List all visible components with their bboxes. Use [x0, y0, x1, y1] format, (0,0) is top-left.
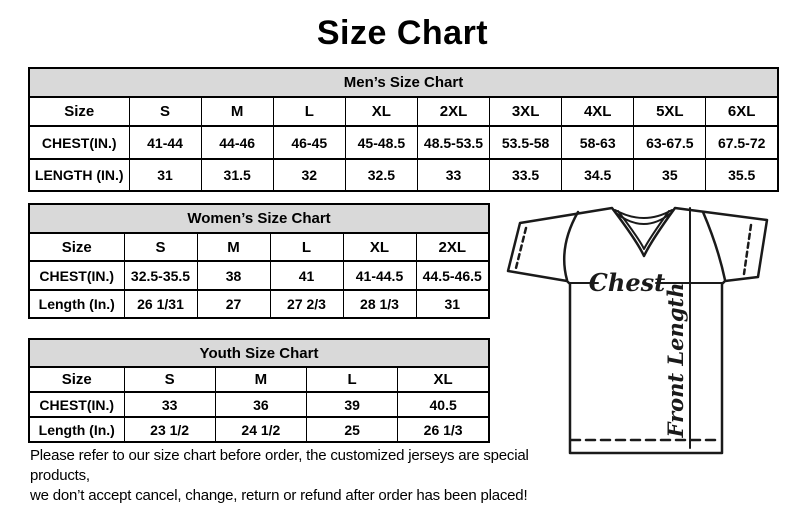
mens-size-chart-table: Men’s Size Chart Size S M L XL 2XL 3XL 4… [28, 67, 779, 192]
youth-size-chart-table: Youth Size Chart Size S M L XL CHEST(IN.… [28, 338, 490, 443]
length-value-cell: 25 [305, 416, 399, 443]
shirt-measurement-diagram: Chest Front Length [506, 206, 769, 455]
table-row: Size S M L XL [28, 366, 490, 393]
length-value-cell: 31 [128, 158, 202, 192]
table-row: LENGTH (IN.) 31 31.5 32 32.5 33 33.5 34.… [28, 158, 779, 192]
chest-value-cell: 36 [214, 391, 308, 418]
chest-row-label: CHEST(IN.) [28, 391, 125, 418]
table-row: Size S M L XL 2XL [28, 232, 490, 262]
chest-value-cell: 45-48.5 [344, 125, 418, 160]
size-header-cell: 6XL [705, 96, 779, 127]
length-value-cell: 35 [633, 158, 707, 192]
chest-value-cell: 63-67.5 [633, 125, 707, 160]
chest-value-cell: 41 [269, 260, 344, 291]
womens-size-chart-table: Women’s Size Chart Size S M L XL 2XL CHE… [28, 203, 490, 319]
size-header-cell: 5XL [633, 96, 707, 127]
size-header-cell: XL [344, 96, 418, 127]
chest-value-cell: 44.5-46.5 [415, 260, 490, 291]
size-header-cell: S [123, 366, 216, 393]
length-value-cell: 27 2/3 [269, 289, 344, 319]
womens-chart-title: Women’s Size Chart [28, 203, 490, 234]
table-row: Men’s Size Chart [28, 67, 779, 98]
chest-row-label: CHEST(IN.) [28, 260, 125, 291]
size-header-cell: 2XL [416, 96, 491, 127]
size-header-cell: M [200, 96, 274, 127]
shirt-outline [506, 206, 769, 455]
front-length-label: Front Length [663, 283, 688, 439]
table-row: Length (In.) 23 1/2 24 1/2 25 26 1/3 [28, 416, 490, 443]
chest-value-cell: 53.5-58 [489, 125, 563, 160]
size-header-cell: Size [28, 366, 125, 393]
chest-value-cell: 40.5 [397, 391, 490, 418]
chest-value-cell: 33 [123, 391, 216, 418]
chest-label: Chest [589, 268, 665, 297]
size-header-cell: M [196, 232, 271, 262]
size-header-cell: 2XL [415, 232, 490, 262]
chest-row-label: CHEST(IN.) [28, 125, 130, 160]
size-header-cell: Size [28, 96, 130, 127]
length-value-cell: 31 [415, 289, 490, 319]
length-row-label: Length (In.) [28, 289, 125, 319]
size-header-cell: L [269, 232, 344, 262]
youth-chart-title: Youth Size Chart [28, 338, 490, 368]
page-title: Size Chart [316, 14, 489, 52]
table-row: CHEST(IN.) 32.5-35.5 38 41 41-44.5 44.5-… [28, 260, 490, 291]
table-row: CHEST(IN.) 33 36 39 40.5 [28, 391, 490, 418]
table-row: Women’s Size Chart [28, 203, 490, 234]
left-armhole-seam [562, 210, 580, 282]
chest-value-cell: 38 [196, 260, 271, 291]
size-header-cell: M [214, 366, 308, 393]
chest-value-cell: 39 [305, 391, 399, 418]
size-header-cell: XL [397, 366, 490, 393]
length-value-cell: 34.5 [561, 158, 635, 192]
footer-line: Please refer to our size chart before or… [30, 447, 529, 484]
size-header-cell: XL [342, 232, 417, 262]
left-cuff-stitch [514, 226, 528, 270]
collar-inner-vee [617, 210, 670, 250]
size-header-cell: L [305, 366, 399, 393]
table-row: Length (In.) 26 1/31 27 27 2/3 28 1/3 31 [28, 289, 490, 319]
size-header-cell: Size [28, 232, 125, 262]
size-header-cell: 3XL [489, 96, 563, 127]
length-value-cell: 33 [416, 158, 491, 192]
length-value-cell: 32 [272, 158, 346, 192]
size-header-cell: L [272, 96, 346, 127]
chest-value-cell: 48.5-53.5 [416, 125, 491, 160]
length-value-cell: 24 1/2 [214, 416, 308, 443]
chest-value-cell: 41-44 [128, 125, 202, 160]
length-value-cell: 32.5 [344, 158, 418, 192]
length-row-label: LENGTH (IN.) [28, 158, 130, 192]
footer-note: Please refer to our size chart before or… [30, 446, 560, 506]
size-header-cell: 4XL [561, 96, 635, 127]
chest-value-cell: 41-44.5 [342, 260, 417, 291]
length-value-cell: 35.5 [705, 158, 779, 192]
chest-value-cell: 44-46 [200, 125, 274, 160]
size-header-cell: S [123, 232, 198, 262]
length-value-cell: 31.5 [200, 158, 274, 192]
chest-value-cell: 46-45 [272, 125, 346, 160]
table-row: CHEST(IN.) 41-44 44-46 46-45 45-48.5 48.… [28, 125, 779, 160]
length-value-cell: 28 1/3 [342, 289, 417, 319]
footer-line: we don’t accept cancel, change, return o… [30, 487, 528, 504]
table-row: Youth Size Chart [28, 338, 490, 368]
length-value-cell: 23 1/2 [123, 416, 216, 443]
mens-chart-title: Men’s Size Chart [28, 67, 779, 98]
chest-value-cell: 32.5-35.5 [123, 260, 198, 291]
table-row: Size S M L XL 2XL 3XL 4XL 5XL 6XL [28, 96, 779, 127]
right-cuff-stitch [742, 223, 753, 276]
length-row-label: Length (In.) [28, 416, 125, 443]
chest-value-cell: 67.5-72 [705, 125, 779, 160]
chest-value-cell: 58-63 [561, 125, 635, 160]
right-armhole-seam [701, 210, 727, 282]
size-header-cell: S [128, 96, 202, 127]
length-value-cell: 27 [196, 289, 271, 319]
length-value-cell: 26 1/3 [397, 416, 490, 443]
length-value-cell: 33.5 [489, 158, 563, 192]
length-value-cell: 26 1/31 [123, 289, 198, 319]
